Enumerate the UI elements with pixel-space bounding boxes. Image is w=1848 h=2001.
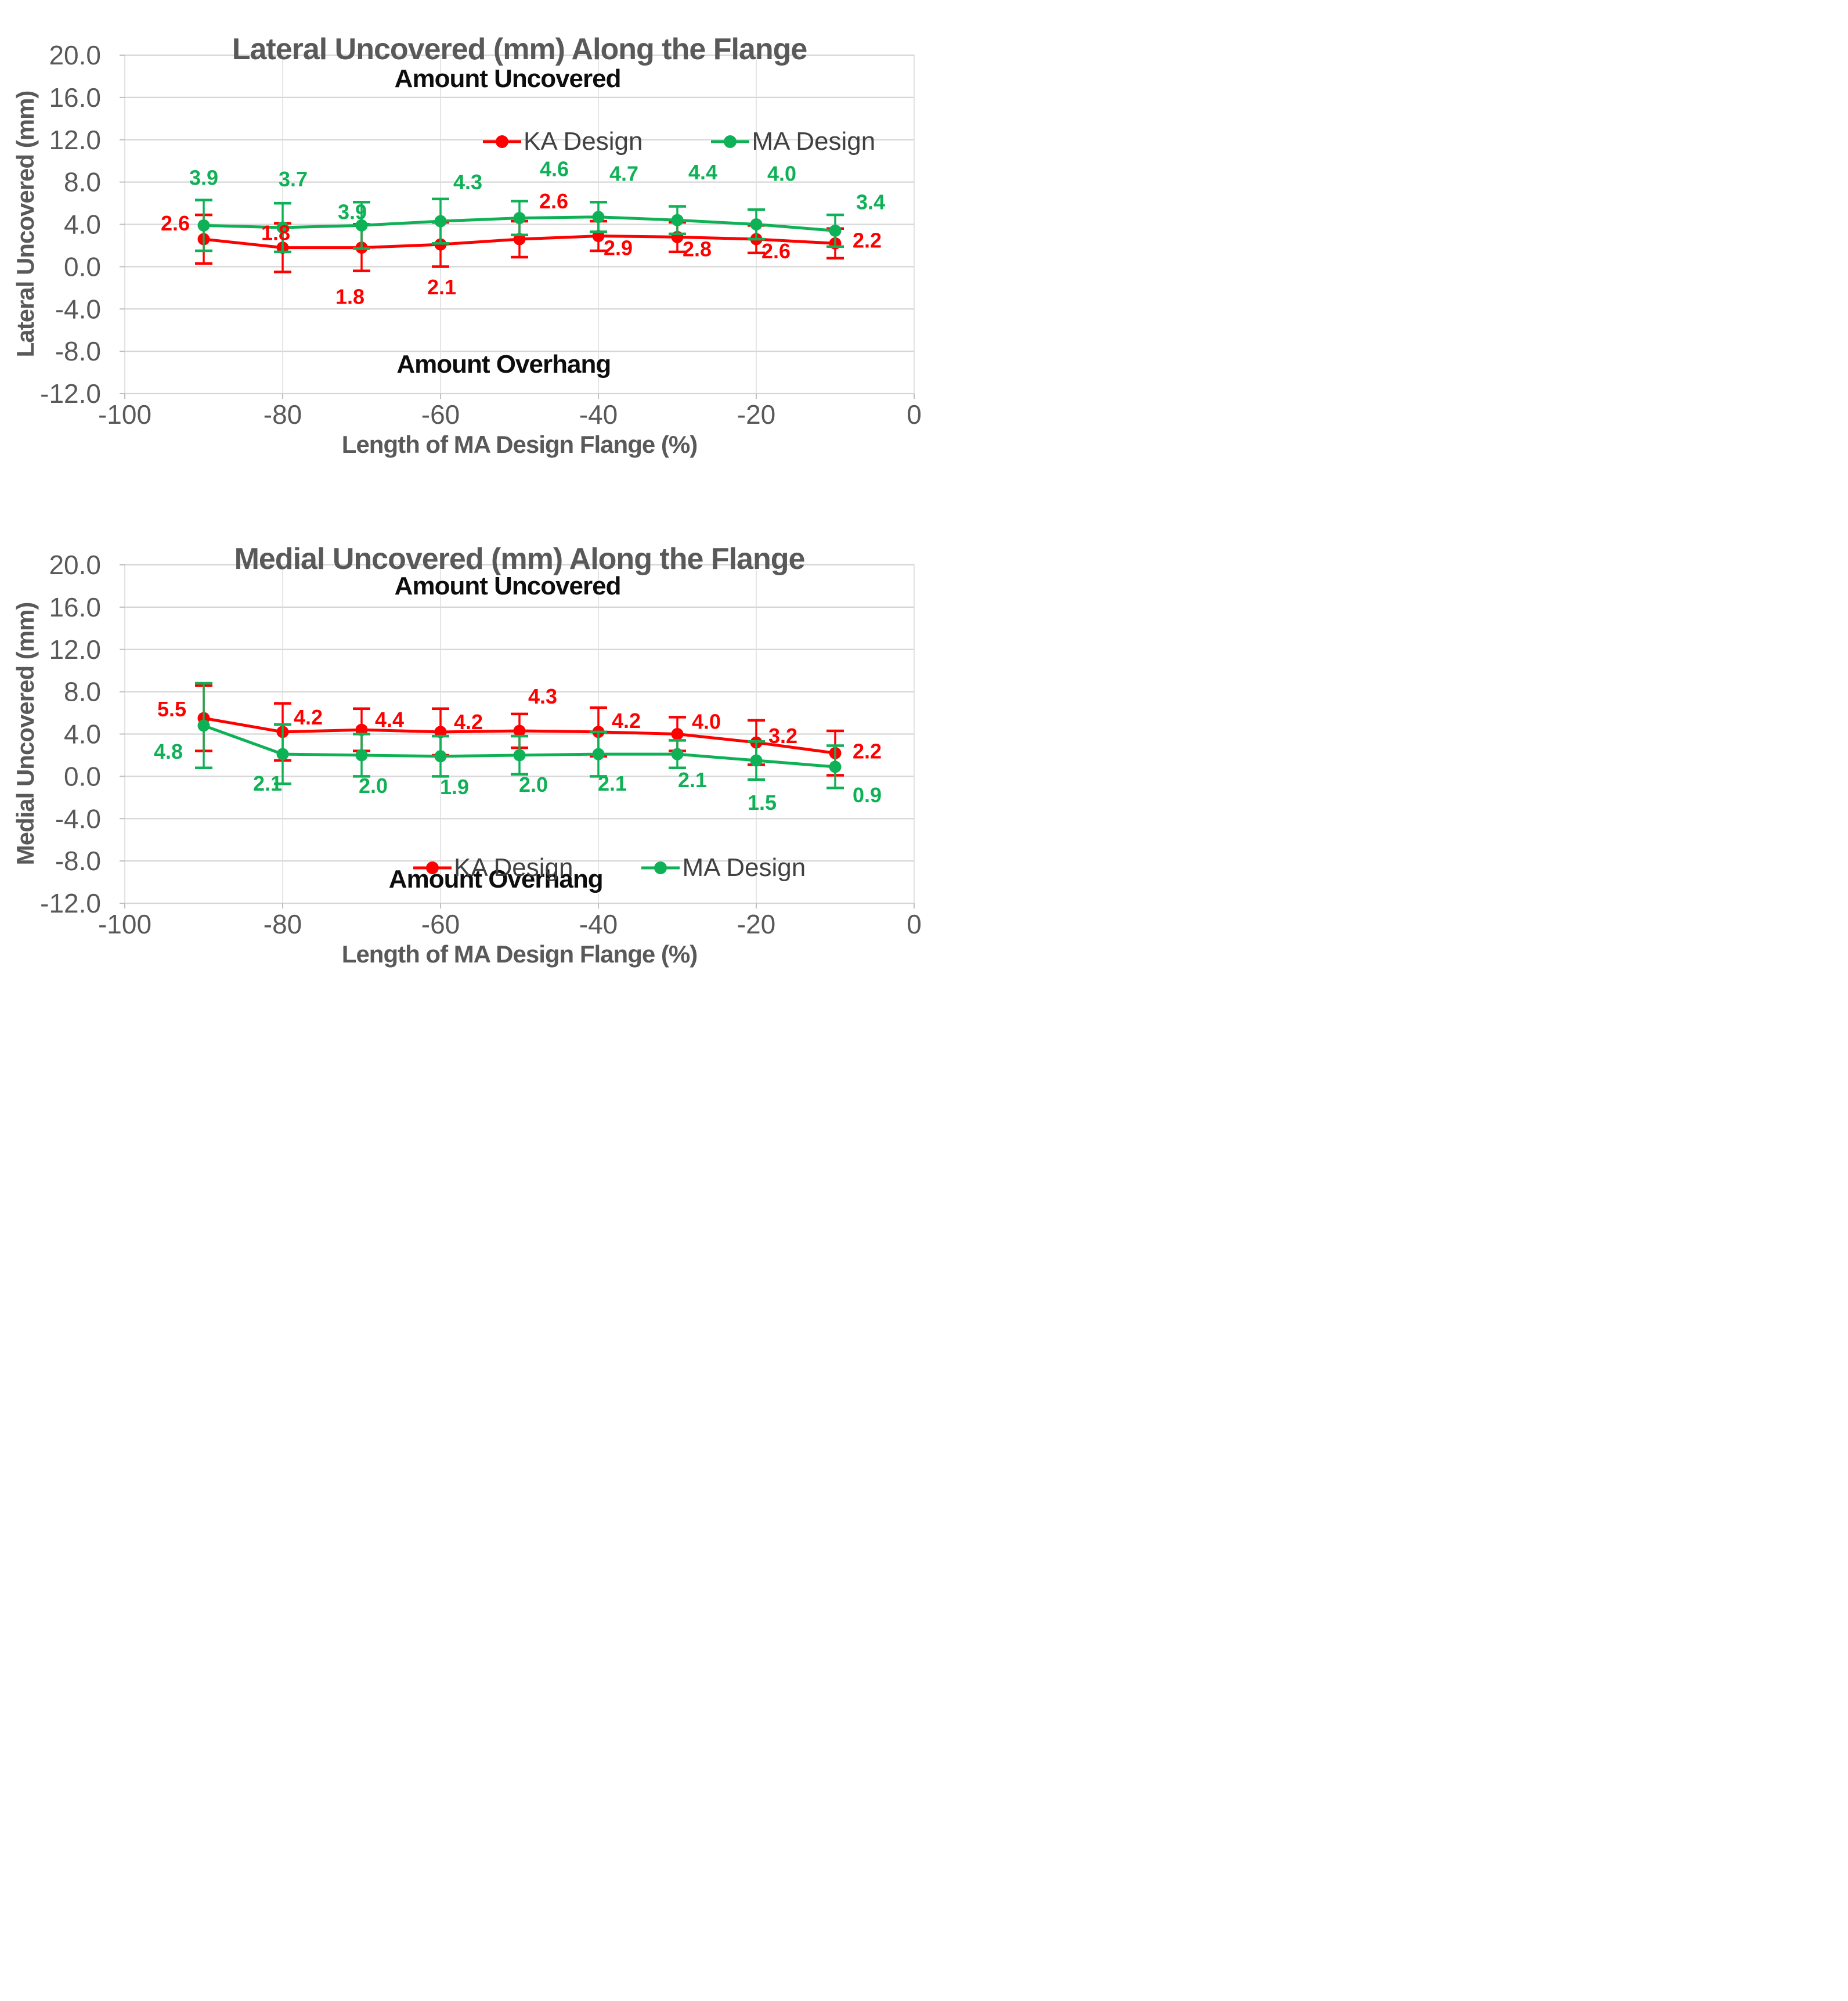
svg-text:-80: -80 xyxy=(264,399,302,430)
amount-uncovered-annotation: Amount Uncovered xyxy=(394,64,622,93)
svg-text:2.0: 2.0 xyxy=(519,773,548,796)
svg-text:4.2: 4.2 xyxy=(294,705,323,729)
svg-text:8.0: 8.0 xyxy=(64,677,101,707)
svg-text:4.4: 4.4 xyxy=(688,160,717,184)
svg-text:-60: -60 xyxy=(421,909,460,939)
lateral-plot: 20.0 16.0 12.0 8.0 4.0 0.0 -4.0 -8.0 -12.0-100 -8… xyxy=(40,40,922,430)
lateral-chart-section: 20.0 16.0 12.0 8.0 4.0 0.0 -4.0 -8.0 -12.0 -100 -8… xyxy=(0,0,924,491)
svg-text:2.6: 2.6 xyxy=(161,211,190,235)
svg-text:-12.0: -12.0 xyxy=(40,378,101,409)
svg-text:12.0: 12.0 xyxy=(49,634,101,665)
svg-text:20.0: 20.0 xyxy=(49,40,101,70)
svg-text:1.5: 1.5 xyxy=(748,791,777,814)
medial-plot: 20.0 16.0 12.0 8.0 4.0 0.0 -4.0 -8.0 -12.0-100 -8… xyxy=(40,550,922,939)
svg-text:-60: -60 xyxy=(421,399,460,430)
legend-label-ma: MA Design xyxy=(682,853,806,882)
ka-series-marker-icon xyxy=(483,135,521,148)
svg-text:0: 0 xyxy=(907,399,922,430)
svg-text:-8.0: -8.0 xyxy=(55,846,101,876)
svg-text:4.0: 4.0 xyxy=(64,719,101,749)
chart-title-lateral: Lateral Uncovered (mm) Along the Flange xyxy=(232,33,808,67)
svg-text:12.0: 12.0 xyxy=(49,125,101,155)
amount-overhang-annotation: Amount Overhang xyxy=(388,865,604,893)
svg-text:2.9: 2.9 xyxy=(604,236,633,260)
y-axis-title-lateral: Lateral Uncovered (mm) xyxy=(12,91,39,358)
svg-text:4.0: 4.0 xyxy=(767,162,796,186)
svg-text:2.2: 2.2 xyxy=(853,739,882,763)
svg-text:4.2: 4.2 xyxy=(612,709,641,733)
medial-chart-section: 20.0 16.0 12.0 8.0 4.0 0.0 -4.0 -8.0 -12.0 -100 -8… xyxy=(0,510,924,1000)
ma-series-marker-icon xyxy=(711,135,750,148)
svg-text:3.7: 3.7 xyxy=(279,167,308,191)
legend-label-ka: KA Design xyxy=(524,127,643,156)
svg-text:1.8: 1.8 xyxy=(261,221,290,245)
svg-text:3.2: 3.2 xyxy=(768,724,797,748)
svg-text:4.6: 4.6 xyxy=(540,157,569,181)
svg-text:-20: -20 xyxy=(737,909,775,939)
svg-text:0.9: 0.9 xyxy=(853,783,882,807)
svg-text:1.8: 1.8 xyxy=(335,285,364,309)
svg-text:2.1: 2.1 xyxy=(253,771,282,795)
svg-text:3.9: 3.9 xyxy=(189,165,218,189)
svg-text:4.7: 4.7 xyxy=(609,162,638,186)
svg-text:0: 0 xyxy=(907,909,922,939)
legend-item-ma: MA Design xyxy=(711,127,875,156)
svg-text:0.0: 0.0 xyxy=(64,761,101,791)
svg-text:4.3: 4.3 xyxy=(528,684,557,708)
ma-series-marker-icon xyxy=(641,861,680,874)
amount-overhang-annotation: Amount Overhang xyxy=(396,349,611,378)
svg-text:8.0: 8.0 xyxy=(64,167,101,197)
svg-text:3.4: 3.4 xyxy=(856,190,885,214)
svg-text:2.0: 2.0 xyxy=(359,774,388,798)
svg-text:4.2: 4.2 xyxy=(454,710,483,734)
amount-uncovered-annotation: Amount Uncovered xyxy=(394,572,622,601)
y-axis-title-medial: Medial Uncovered (mm) xyxy=(12,602,39,866)
svg-text:4.3: 4.3 xyxy=(453,170,482,194)
svg-text:2.6: 2.6 xyxy=(761,239,791,263)
legend: KA Design MA Design xyxy=(413,853,806,882)
svg-text:2.1: 2.1 xyxy=(598,771,627,795)
svg-text:-100: -100 xyxy=(98,399,151,430)
svg-text:1.9: 1.9 xyxy=(440,775,469,799)
svg-text:20.0: 20.0 xyxy=(49,550,101,580)
svg-text:2.8: 2.8 xyxy=(683,237,712,261)
svg-text:4.0: 4.0 xyxy=(692,710,721,734)
x-axis-title-lateral: Length of MA Design Flange (%) xyxy=(341,431,698,458)
svg-text:-20: -20 xyxy=(737,399,775,430)
page: 20.0 16.0 12.0 8.0 4.0 0.0 -4.0 -8.0 -12.0 -100 -8… xyxy=(0,0,924,1000)
svg-text:-8.0: -8.0 xyxy=(55,336,101,366)
svg-text:-4.0: -4.0 xyxy=(55,294,101,324)
svg-text:2.6: 2.6 xyxy=(539,189,568,213)
legend-item-ma: MA Design xyxy=(641,853,806,882)
svg-text:-40: -40 xyxy=(579,399,618,430)
svg-text:4.4: 4.4 xyxy=(375,708,404,731)
legend-label-ma: MA Design xyxy=(752,127,876,156)
ka-series-marker-icon xyxy=(413,861,452,874)
svg-text:2.2: 2.2 xyxy=(853,228,882,252)
svg-text:16.0: 16.0 xyxy=(49,592,101,622)
svg-text:0.0: 0.0 xyxy=(64,251,101,282)
svg-text:5.5: 5.5 xyxy=(157,697,186,721)
svg-text:-40: -40 xyxy=(579,909,618,939)
legend-label-ka: KA Design xyxy=(454,853,573,882)
svg-text:3.9: 3.9 xyxy=(338,200,367,223)
chart-title-medial: Medial Uncovered (mm) Along the Flange xyxy=(234,542,806,576)
x-axis-title-medial: Length of MA Design Flange (%) xyxy=(341,940,698,968)
svg-text:-100: -100 xyxy=(98,909,151,939)
svg-text:4.0: 4.0 xyxy=(64,210,101,240)
svg-text:-4.0: -4.0 xyxy=(55,803,101,834)
svg-text:-12.0: -12.0 xyxy=(40,888,101,918)
legend-item-ka: KA Design xyxy=(483,127,643,156)
legend-item-ka: KA Design xyxy=(413,853,573,882)
svg-text:-80: -80 xyxy=(264,909,302,939)
svg-text:16.0: 16.0 xyxy=(49,82,101,113)
svg-text:2.1: 2.1 xyxy=(427,275,456,299)
legend: KA Design MA Design xyxy=(483,127,875,156)
svg-text:2.1: 2.1 xyxy=(678,768,707,792)
svg-text:4.8: 4.8 xyxy=(154,740,183,763)
